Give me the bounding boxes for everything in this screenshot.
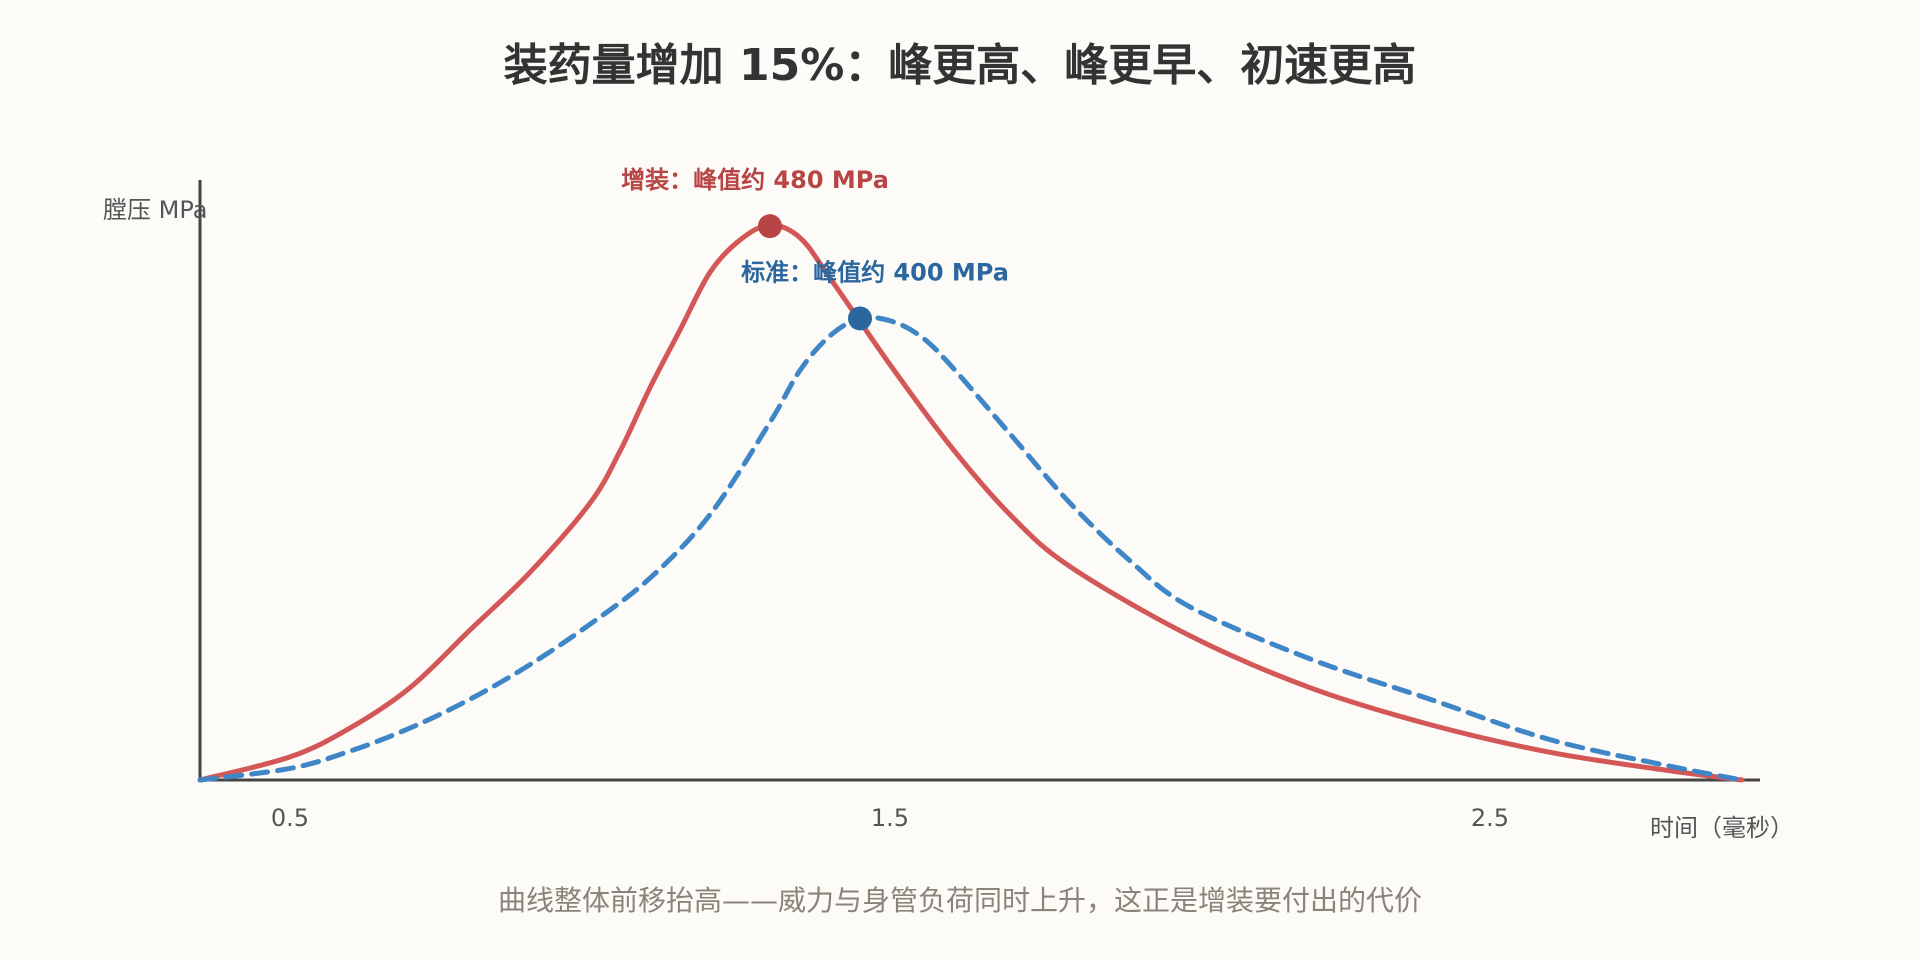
standard-peak-marker — [848, 306, 872, 331]
peak-labels: 增装：峰值约 480 MPa 标准：峰值约 400 MPa — [621, 166, 1009, 286]
series-lines — [197, 222, 1745, 783]
increased-charge-line — [197, 222, 1745, 783]
chart-caption: 曲线整体前移抬高——威力与身管负荷同时上升，这正是增装要付出的代价 — [498, 884, 1422, 917]
x-tick-label: 0.5 — [271, 804, 309, 832]
increased-peak-label: 增装：峰值约 480 MPa — [621, 166, 889, 194]
x-tick-label: 1.5 — [871, 804, 909, 832]
x-tick-labels: 0.5 1.5 2.5 — [271, 804, 1509, 832]
x-axis-label: 时间（毫秒） — [1650, 814, 1794, 842]
x-tick-label: 2.5 — [1471, 804, 1509, 832]
peak-markers — [758, 214, 872, 331]
y-axis-label: 膛压 MPa — [103, 196, 207, 224]
standard-peak-label: 标准：峰值约 400 MPa — [741, 258, 1009, 286]
chart-title: 装药量增加 15%：峰更高、峰更早、初速更高 — [504, 40, 1417, 91]
standard-charge-line — [197, 314, 1745, 783]
increased-peak-marker — [758, 214, 782, 239]
